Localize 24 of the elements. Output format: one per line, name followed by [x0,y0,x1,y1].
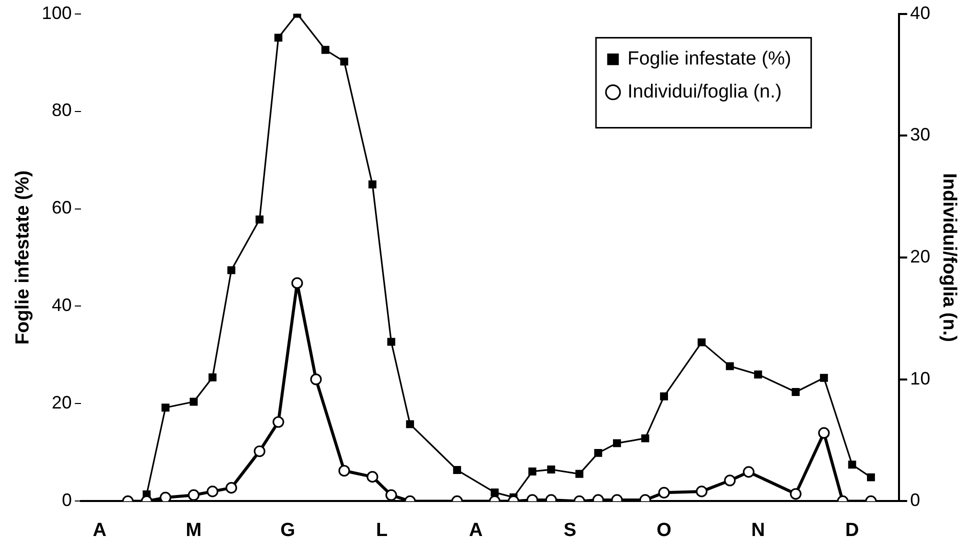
y2-tick-label: 20 [910,246,930,266]
x-tick-label: O [656,520,672,541]
y-tick-label: 60 [52,198,72,218]
legend-label: Foglie infestate (%) [628,48,792,70]
x-tick-label: A [92,520,107,541]
legend-label: Individui/foglia (n.) [628,82,782,103]
y-tick-label: 80 [52,100,72,120]
y2-axis-title: Individui/foglia (n.) [938,173,960,342]
x-tick-label: M [186,520,202,541]
x-tick-label: S [564,520,576,541]
x-tick-label: N [751,520,765,541]
y2-tick-label: 10 [910,368,930,388]
x-tick-label: D [845,520,860,541]
x-tick-label: G [280,520,296,541]
y-tick-label: 0 [62,490,72,510]
x-tick-label: A [469,520,484,541]
y-axis-title: Foglie infestate (%) [12,170,34,345]
x-tick-label: L [376,520,388,541]
y-tick-label: 20 [52,392,72,413]
y2-tick-label: 0 [910,490,920,510]
y-tick-label: 100 [42,2,72,23]
y2-tick-label: 30 [910,124,930,145]
y2-tick-label: 40 [910,2,930,23]
y-tick-label: 40 [52,295,72,316]
